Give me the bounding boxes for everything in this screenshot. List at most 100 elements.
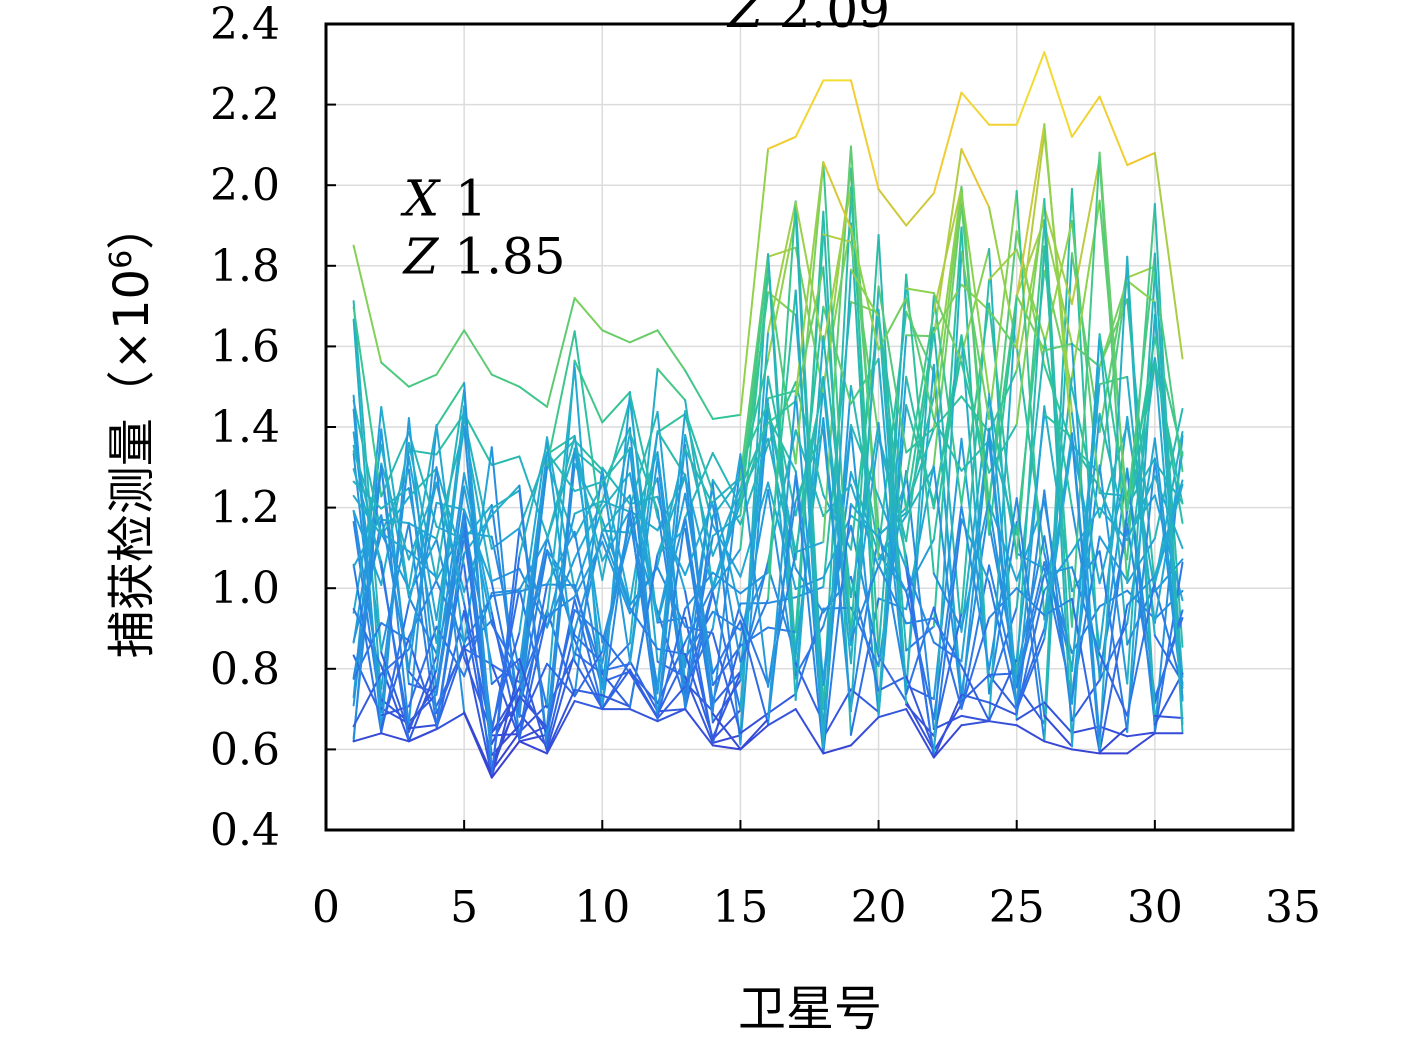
series-segment — [711, 632, 742, 735]
series-segment — [1126, 460, 1156, 729]
series-segment — [794, 428, 825, 502]
annotations: X 1Z 1.85X 16Z 2.09X 30Z 2.08 — [400, 0, 890, 286]
series-segment — [1015, 701, 1046, 721]
series-segment — [932, 505, 963, 721]
series-segment — [1153, 361, 1184, 505]
series-segment — [877, 287, 908, 653]
series-segment — [960, 278, 991, 615]
series-segment — [1153, 714, 1184, 719]
series-segment — [1015, 197, 1046, 426]
y-tick-label: 0.6 — [210, 724, 280, 775]
series-segment — [932, 91, 963, 195]
series-segment — [546, 439, 576, 469]
annotation-x-var: X — [400, 170, 456, 228]
series-segment — [435, 472, 466, 671]
series-segment — [573, 480, 604, 493]
series-segment — [822, 744, 852, 755]
series-segment — [435, 382, 466, 428]
series-segment — [490, 554, 521, 775]
series-segment — [490, 455, 521, 467]
series-segment — [601, 392, 631, 710]
series-segment — [1043, 123, 1073, 444]
series-segment — [1126, 151, 1156, 167]
series-segment — [960, 673, 991, 703]
series-segment — [490, 724, 521, 757]
series-segment — [849, 483, 880, 569]
series-segment — [1043, 701, 1073, 734]
series-segment — [877, 315, 908, 511]
series-segment — [463, 644, 493, 777]
series-segment — [601, 469, 631, 605]
series-segment — [960, 186, 991, 536]
series-segment — [1043, 197, 1073, 699]
series-segment — [960, 505, 991, 671]
series-segment — [684, 708, 714, 747]
series-segment — [1043, 342, 1073, 352]
y-tick-label: 1.4 — [210, 402, 280, 453]
series-segment — [490, 731, 521, 772]
series-segment — [932, 606, 963, 710]
series-segment — [352, 300, 383, 654]
series-segment — [352, 394, 383, 729]
series-segment — [352, 494, 383, 537]
series-segment — [1043, 550, 1073, 592]
series-segment — [822, 266, 852, 646]
series-segment — [1070, 95, 1101, 138]
series-segment — [684, 610, 714, 660]
series-segment — [1043, 714, 1073, 748]
series-segment — [739, 571, 770, 595]
series-segment — [1015, 294, 1046, 352]
series-segment — [1098, 550, 1129, 734]
series-segment — [1153, 483, 1184, 584]
series-segment — [573, 688, 604, 697]
series-segment — [849, 435, 880, 646]
series-segment — [1015, 51, 1046, 126]
series-segment — [435, 329, 466, 376]
series-segment — [905, 297, 935, 421]
series-segment — [407, 431, 438, 528]
series-segment — [407, 668, 438, 743]
series-segment — [546, 595, 576, 618]
series-segment — [1098, 255, 1129, 750]
series-segment — [546, 447, 576, 734]
series-segment — [767, 437, 797, 570]
series-segment — [656, 410, 687, 689]
y-tick-label: 0.4 — [210, 805, 280, 856]
series-segment — [628, 553, 659, 708]
series-segment — [546, 434, 576, 456]
series-segment — [628, 329, 659, 344]
series-segment — [684, 410, 714, 493]
series-segment — [601, 540, 631, 615]
series-segment — [407, 639, 438, 726]
series-segment — [932, 326, 963, 633]
series-segment — [1098, 95, 1129, 167]
annotation-z-var: Z — [402, 228, 455, 286]
y-tick-label: 0.8 — [210, 644, 280, 695]
series-segment — [1043, 206, 1073, 306]
series-segment — [546, 652, 576, 751]
series-segment — [905, 192, 935, 227]
series-segment — [767, 254, 797, 701]
series-segment — [546, 662, 576, 698]
series-segment — [1098, 375, 1129, 386]
series-segment — [601, 391, 631, 424]
series-segment — [546, 629, 576, 745]
series-segment — [794, 233, 825, 634]
x-tick-label: 0 — [312, 882, 340, 933]
series-segment — [573, 462, 604, 521]
series-segment — [546, 462, 576, 748]
series-segment — [380, 487, 410, 510]
series-segment — [711, 672, 742, 739]
series-segment — [905, 566, 935, 644]
series-segment — [711, 571, 742, 595]
series-segment — [794, 289, 825, 749]
series-segment — [684, 412, 714, 527]
series-segment — [1126, 475, 1156, 542]
series-segment — [601, 447, 631, 483]
series-segment — [380, 496, 410, 537]
series-segment — [546, 583, 576, 587]
series-segment — [711, 413, 742, 420]
series-segment — [1126, 336, 1156, 513]
series-segment — [988, 580, 1018, 707]
